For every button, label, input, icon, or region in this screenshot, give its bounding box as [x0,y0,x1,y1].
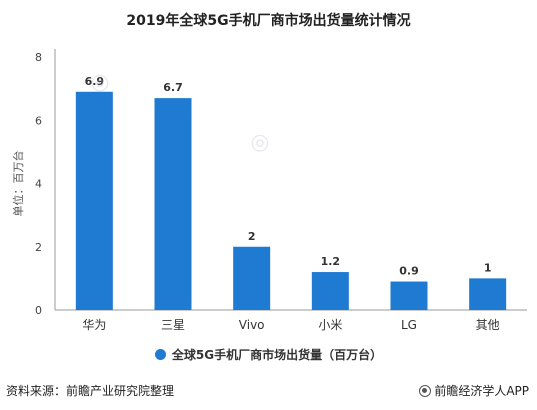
x-tick-label: 其他 [476,318,500,332]
x-tick-label: 小米 [318,318,342,332]
x-tick-label: Vivo [239,318,265,332]
source-note: 资料来源：前瞻产业研究院整理 [6,384,175,398]
brand-footer: 前瞻经济学人APP [419,382,529,399]
data-label: 0.9 [399,265,419,278]
bar [75,91,113,310]
bar [311,272,349,310]
y-axis-label: 单位：百万台 [11,151,25,217]
brand-logo-icon [419,385,432,397]
bar [469,278,507,310]
data-label: 6.9 [85,75,105,88]
chart-title: 2019年全球5G手机厂商市场出货量统计情况 [126,13,411,29]
bar [154,98,192,310]
legend-marker [154,349,166,360]
x-tick-label: 三星 [161,318,185,332]
chart-legend: 全球5G手机厂商市场出货量（百万台） [0,346,537,363]
y-tick-label: 4 [35,178,42,191]
data-label: 1 [484,261,492,274]
y-tick-label: 6 [35,114,42,127]
bar [390,281,428,310]
y-tick-label: 2 [35,241,42,254]
brand-label: 前瞻经济学人APP [434,384,529,398]
y-tick-label: 0 [35,304,42,317]
x-tick-label: 华为 [82,318,106,332]
y-tick-label: 8 [35,51,42,64]
bar-chart: 单位：百万台 0 2 4 6 8 6.9 华为 6.7 三星 2 Vivo 1.2 小米 0.9 LG 1 其他 [11,49,527,332]
bar [233,246,271,310]
data-label: 1.2 [321,255,341,268]
x-tick-label: LG [401,318,417,332]
data-label: 6.7 [163,81,183,94]
data-label: 2 [248,230,256,243]
legend-label: 全球5G手机厂商市场出货量（百万台） [171,348,383,362]
